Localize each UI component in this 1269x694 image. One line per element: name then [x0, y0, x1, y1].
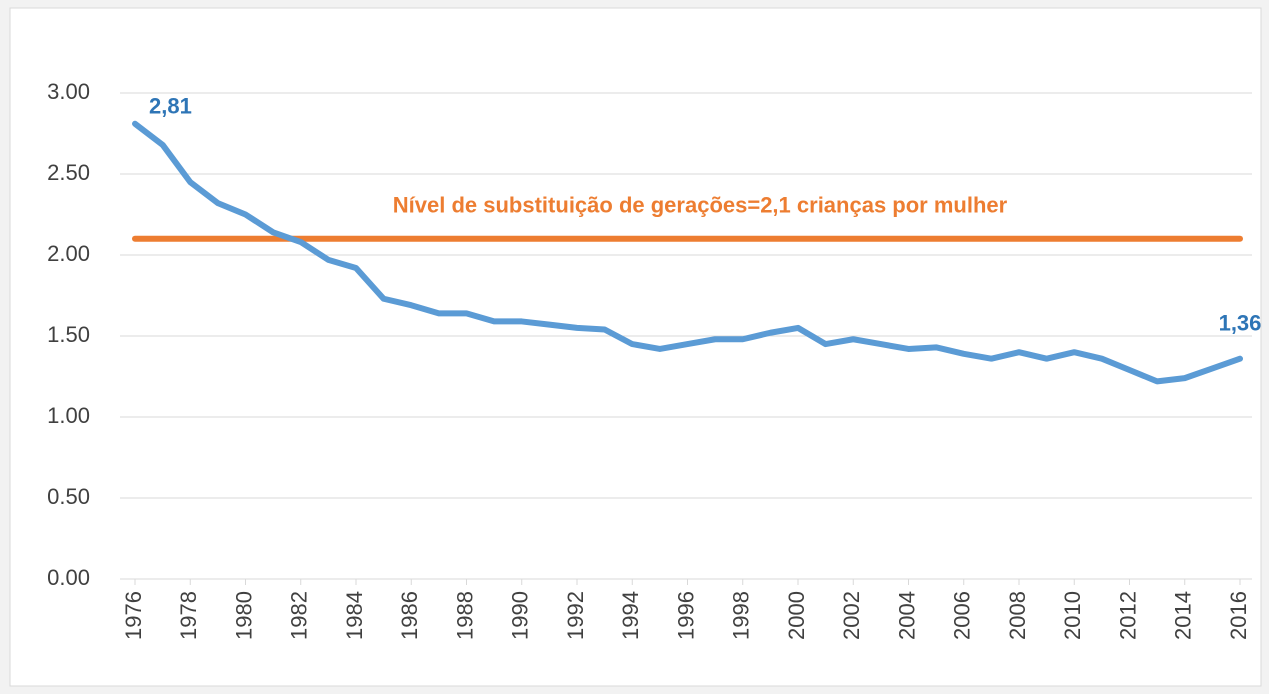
x-tick-label: 2002	[839, 591, 864, 640]
reference-label: Nível de substituição de gerações=2,1 cr…	[393, 193, 1008, 218]
x-tick-label: 1998	[729, 591, 754, 640]
x-tick-label: 1982	[287, 591, 312, 640]
data-label: 2,81	[149, 94, 192, 119]
x-tick-label: 2014	[1171, 591, 1196, 640]
x-tick-label: 2000	[784, 591, 809, 640]
x-tick-label: 2004	[894, 591, 919, 640]
x-tick-label: 1990	[508, 591, 533, 640]
y-tick-label: 0.50	[47, 484, 90, 509]
data-label: 1,36	[1219, 310, 1262, 335]
x-tick-label: 2008	[1005, 591, 1030, 640]
y-tick-label: 1.00	[47, 403, 90, 428]
y-tick-label: 2.50	[47, 160, 90, 185]
x-tick-label: 1976	[121, 591, 146, 640]
x-tick-label: 2016	[1226, 591, 1251, 640]
x-tick-label: 2006	[950, 591, 975, 640]
x-tick-label: 2012	[1115, 591, 1140, 640]
x-tick-label: 1986	[397, 591, 422, 640]
y-tick-label: 1.50	[47, 322, 90, 347]
line-series	[132, 120, 1243, 385]
x-tick-label: 1980	[231, 591, 256, 640]
x-tick-label: 1992	[563, 591, 588, 640]
x-tick-label: 1978	[176, 591, 201, 640]
y-tick-label: 0.00	[47, 565, 90, 590]
x-tick-label: 1984	[342, 591, 367, 640]
y-tick-label: 3.00	[47, 79, 90, 104]
x-tick-label: 1988	[452, 591, 477, 640]
x-tick-label: 2010	[1060, 591, 1085, 640]
x-tick-label: 1994	[618, 591, 643, 640]
y-tick-label: 2.00	[47, 241, 90, 266]
x-tick-label: 1996	[673, 591, 698, 640]
